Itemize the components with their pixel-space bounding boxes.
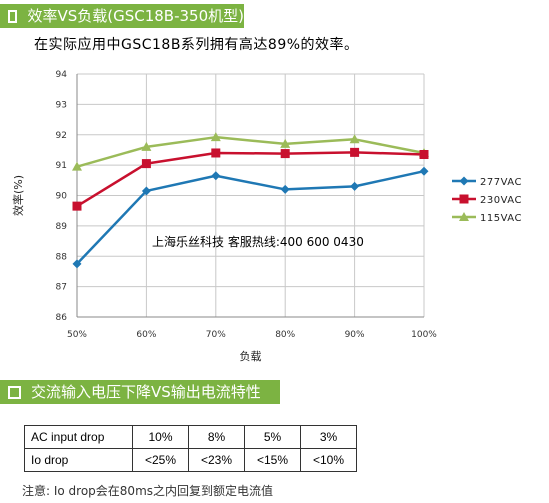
x-tick-label: 80% [275,330,295,340]
square-bullet-icon [8,9,18,23]
table-cell: 8% [188,425,245,449]
legend-label: 230VAC [480,195,522,206]
series-line [76,135,425,168]
table-row: AC input drop 10% 8% 5% 3% [24,425,357,449]
y-tick-label: 91 [56,161,67,171]
table-cell: 10% [132,425,189,449]
data-point [141,141,152,151]
table-cell: <23% [188,448,245,472]
x-tick-label: 60% [136,330,156,340]
y-tick-label: 92 [56,131,67,141]
table-cell: 5% [244,425,301,449]
data-point [419,166,429,176]
series-line [76,151,425,208]
x-axis-title: 负载 [240,349,262,363]
section-header-ac-drop: 交流输入电压下降VS输出电流特性 [0,380,280,404]
data-point [349,134,360,144]
legend-label: 115VAC [480,213,522,224]
y-axis-title: 效率(%) [11,175,25,216]
y-tick-label: 89 [56,222,68,232]
data-point [72,259,82,269]
x-tick-label: 100% [411,330,437,340]
table-cell: Io drop [24,448,133,472]
table-cell: AC input drop [24,425,133,449]
data-point [210,132,221,142]
data-point [350,181,360,191]
x-tick-label: 90% [345,330,365,340]
y-tick-label: 93 [56,100,67,110]
data-point [350,147,360,157]
data-point [211,171,221,181]
data-point [141,186,151,196]
data-point [141,159,151,169]
square-bullet-icon [8,385,21,399]
data-point [211,148,221,158]
data-point [280,184,290,194]
table-row: Io drop <25% <23% <15% <10% [24,448,357,472]
legend-label: 277VAC [480,177,522,188]
table-cell: 3% [300,425,357,449]
y-tick-label: 94 [56,70,68,80]
series-line [76,169,425,265]
x-tick-label: 70% [206,330,226,340]
data-point [72,161,82,171]
table-cell: <10% [300,448,357,472]
section-header-efficiency: 效率VS负载(GSC18B-350机型) [0,4,244,28]
y-tick-label: 90 [56,192,68,202]
section-title: 交流输入电压下降VS输出电流特性 [31,383,261,401]
subtitle: 在实际应用中GSC18B系列拥有高达89%的效率。 [34,37,359,53]
y-tick-label: 88 [56,252,68,262]
section-title: 效率VS负载(GSC18B-350机型) [27,7,244,25]
data-point [280,149,290,159]
data-point [459,194,469,204]
data-point [459,176,469,186]
data-point [280,138,291,148]
footnote: 注意: Io drop会在80ms之内回复到额定电流值 [22,484,274,498]
efficiency-chart: 86 87 88 89 90 91 92 93 94 50% 60% 70% 80% 90% 100% 负载 效… [11,70,522,363]
table-cell: <25% [132,448,189,472]
data-point [459,212,469,221]
data-point [419,149,429,159]
y-tick-label: 86 [56,313,68,323]
y-tick-label: 87 [56,283,67,293]
chart-annotation: 上海乐丝科技 客服热线:400 600 0430 [152,234,364,249]
x-tick-label: 50% [67,330,87,340]
ac-drop-table: AC input drop 10% 8% 5% 3% Io drop <25% … [24,425,357,472]
data-point [72,201,82,211]
table-cell: <15% [244,448,301,472]
